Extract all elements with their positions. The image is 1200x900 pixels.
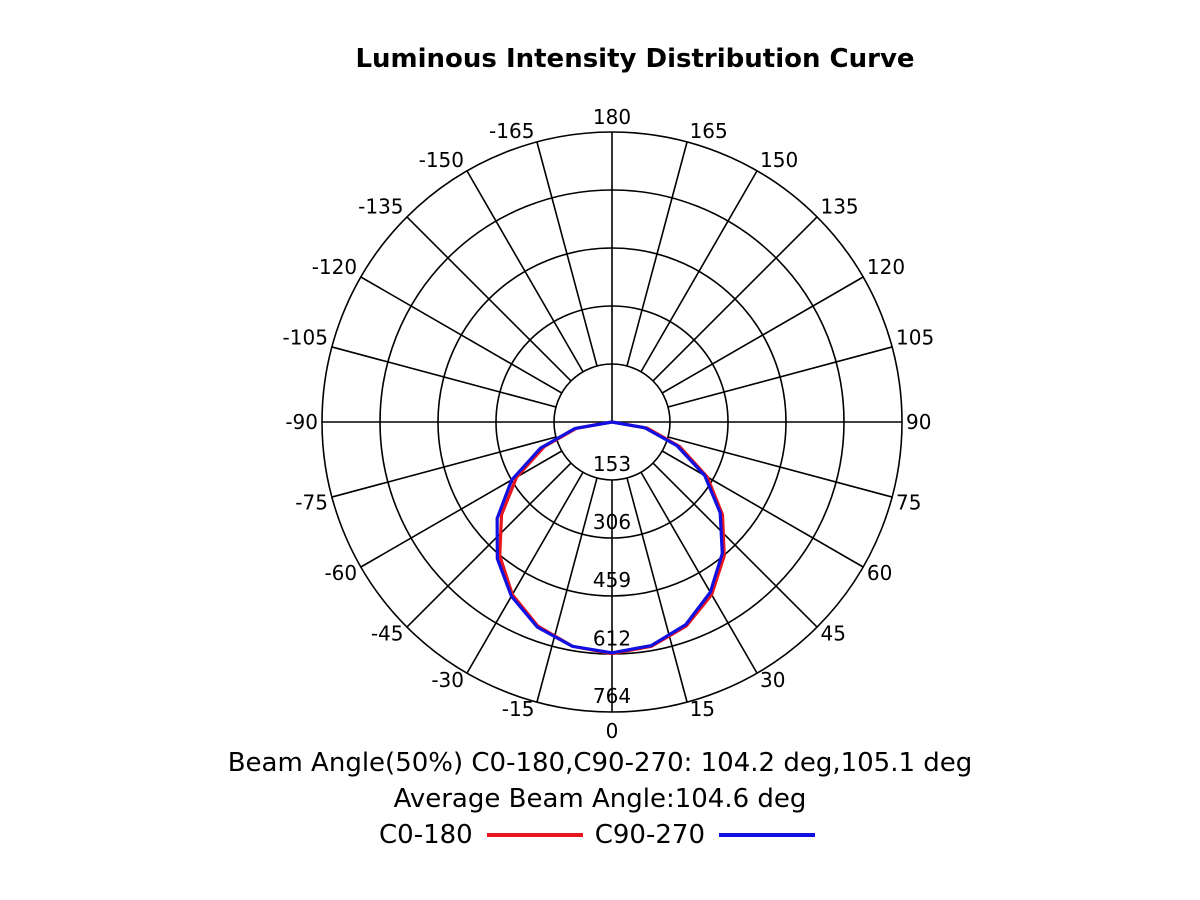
angle-label-105: 105 xyxy=(896,325,934,349)
legend: C0-180 C90-270 xyxy=(0,820,1200,850)
grid-spoke--45 xyxy=(406,462,572,628)
angle-label--120: -120 xyxy=(312,255,357,279)
grid-spoke-105 xyxy=(667,346,893,408)
legend-label-c90-270: C90-270 xyxy=(594,820,705,850)
angle-label-120: 120 xyxy=(867,255,905,279)
angle-label--60: -60 xyxy=(324,561,357,585)
angle-label--105: -105 xyxy=(283,325,328,349)
angle-label-15: 15 xyxy=(690,697,715,721)
grid-spoke--165 xyxy=(536,141,598,367)
grid-spoke-120 xyxy=(661,276,864,394)
grid-spoke--15 xyxy=(536,477,598,703)
grid-spoke--135 xyxy=(406,216,572,382)
angle-label-165: 165 xyxy=(690,119,728,143)
grid-spoke--105 xyxy=(331,346,557,408)
angle-label-0: 0 xyxy=(606,719,619,743)
angle-label-90: 90 xyxy=(906,410,931,434)
angle-label-135: 135 xyxy=(820,195,858,219)
angle-label-75: 75 xyxy=(896,491,921,515)
angle-label-60: 60 xyxy=(867,561,892,585)
angle-label--165: -165 xyxy=(489,119,534,143)
grid-spoke--30 xyxy=(466,471,584,674)
grid-spoke--120 xyxy=(360,276,563,394)
grid-spoke--150 xyxy=(466,170,584,373)
radial-tick-labels: 153 306 459 612 764 xyxy=(593,452,631,708)
radial-tick-label-459: 459 xyxy=(593,568,631,592)
radial-tick-label-306: 306 xyxy=(593,510,631,534)
angle-label--30: -30 xyxy=(431,668,464,692)
angle-label-180: 180 xyxy=(593,105,631,129)
grid-spoke-135 xyxy=(652,216,818,382)
radial-tick-label-612: 612 xyxy=(593,626,631,650)
grid-spoke--75 xyxy=(331,436,557,498)
chart-title: Luminous Intensity Distribution Curve xyxy=(355,44,915,74)
grid-spoke-165 xyxy=(626,141,688,367)
angle-label--15: -15 xyxy=(502,697,535,721)
grid-spoke-15 xyxy=(626,477,688,703)
grid-spoke-30 xyxy=(640,471,758,674)
angle-label-30: 30 xyxy=(760,668,785,692)
average-beam-angle-text: Average Beam Angle:104.6 deg xyxy=(393,784,807,814)
radial-tick-label-153: 153 xyxy=(593,452,631,476)
angle-label-150: 150 xyxy=(760,148,798,172)
grid-spoke-45 xyxy=(652,462,818,628)
angle-label--45: -45 xyxy=(371,621,404,645)
angle-label--75: -75 xyxy=(295,491,328,515)
series-curves xyxy=(495,420,726,656)
legend-swatch-c0-180 xyxy=(486,833,583,837)
angle-label-45: 45 xyxy=(820,621,845,645)
radial-tick-label-764: 764 xyxy=(593,684,631,708)
grid-spoke-150 xyxy=(640,170,758,373)
legend-swatch-c90-270 xyxy=(718,833,815,837)
angle-label--150: -150 xyxy=(419,148,464,172)
angle-labels: 0153045607590105120135150165180-165-150-… xyxy=(283,105,935,743)
legend-label-c0-180: C0-180 xyxy=(379,820,473,850)
angle-label--135: -135 xyxy=(358,195,403,219)
series-curve-c90-270 xyxy=(495,420,724,655)
grid-spoke-75 xyxy=(667,436,893,498)
beam-angle-text: Beam Angle(50%) C0-180,C90-270: 104.2 de… xyxy=(227,748,973,778)
angle-label--90: -90 xyxy=(285,410,318,434)
grid-spoke--60 xyxy=(360,450,563,568)
grid-spoke-60 xyxy=(661,450,864,568)
